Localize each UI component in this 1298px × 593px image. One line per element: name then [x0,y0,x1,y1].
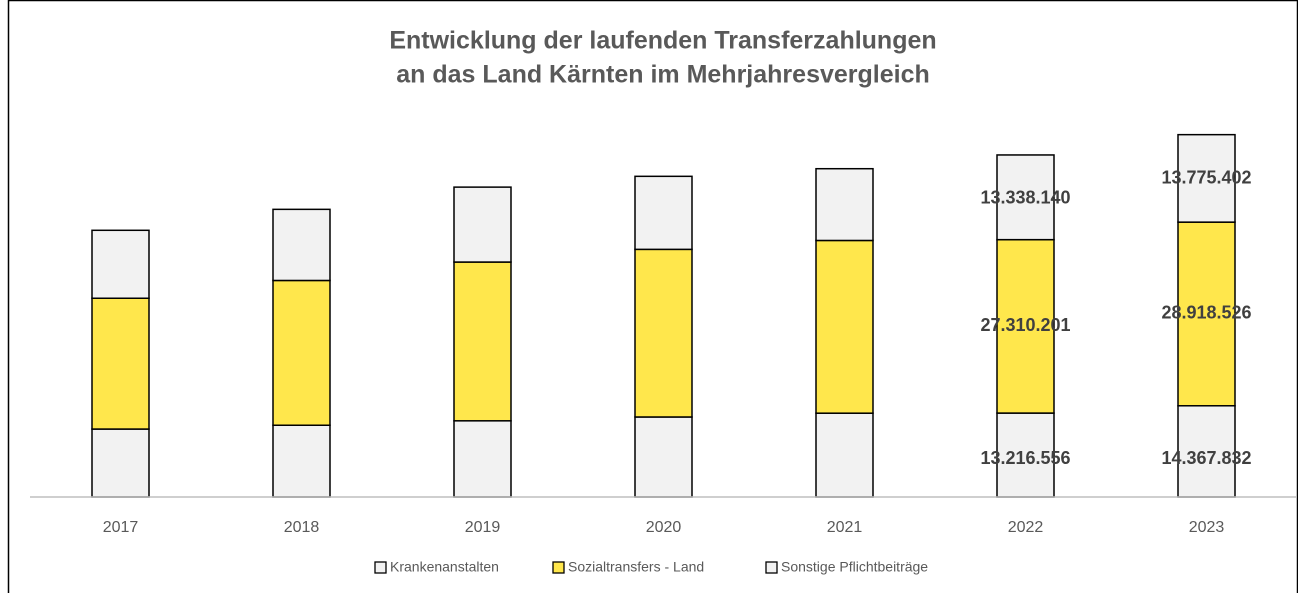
bar-segment [815,239,874,414]
bar-segment [996,412,1055,498]
legend-label: Sonstige Pflichtbeiträge [781,559,928,575]
bar-segment [272,208,331,282]
bar-segment [272,279,331,426]
x-tick-label: 2022 [1008,519,1044,536]
x-tick-label: 2017 [103,519,139,536]
chart-title: Entwicklung der laufenden Transferzahlun… [389,27,936,55]
data-label: 13.775.402 [1161,167,1251,187]
bar-segment [634,175,693,251]
bar-segment [1177,221,1236,407]
data-label: 28.918.526 [1161,303,1251,323]
legend-label: Krankenanstalten [390,559,499,575]
bar-segment [272,424,331,498]
x-tick-label: 2019 [465,519,501,536]
legend-swatch [552,561,565,574]
bar-segment [996,238,1055,414]
bar-segment [634,416,693,498]
bar-segment [91,297,150,430]
bar-segment [453,420,512,498]
bar-segment [996,154,1055,241]
x-tick-label: 2020 [646,519,682,536]
chart-title: an das Land Kärnten im Mehrjahresverglei… [396,61,930,89]
bar-segment [815,412,874,498]
bar-segment [1177,405,1236,498]
legend-swatch [374,561,387,574]
data-label: 13.216.556 [980,448,1070,468]
bar-segment [1177,133,1236,223]
x-tick-label: 2021 [827,519,863,536]
legend-swatch [765,561,778,574]
bar-segment [815,167,874,242]
legend-label: Sozialtransfers - Land [568,559,704,575]
data-label: 14.367.832 [1161,448,1251,468]
data-label: 13.338.140 [980,188,1070,208]
bar-segment [91,428,150,498]
bar-segment [453,186,512,263]
x-tick-label: 2023 [1189,519,1225,536]
bar-segment [634,248,693,418]
bar-segment [453,261,512,422]
data-label: 27.310.201 [980,315,1070,335]
x-tick-label: 2018 [284,519,320,536]
bar-segment [91,229,150,299]
